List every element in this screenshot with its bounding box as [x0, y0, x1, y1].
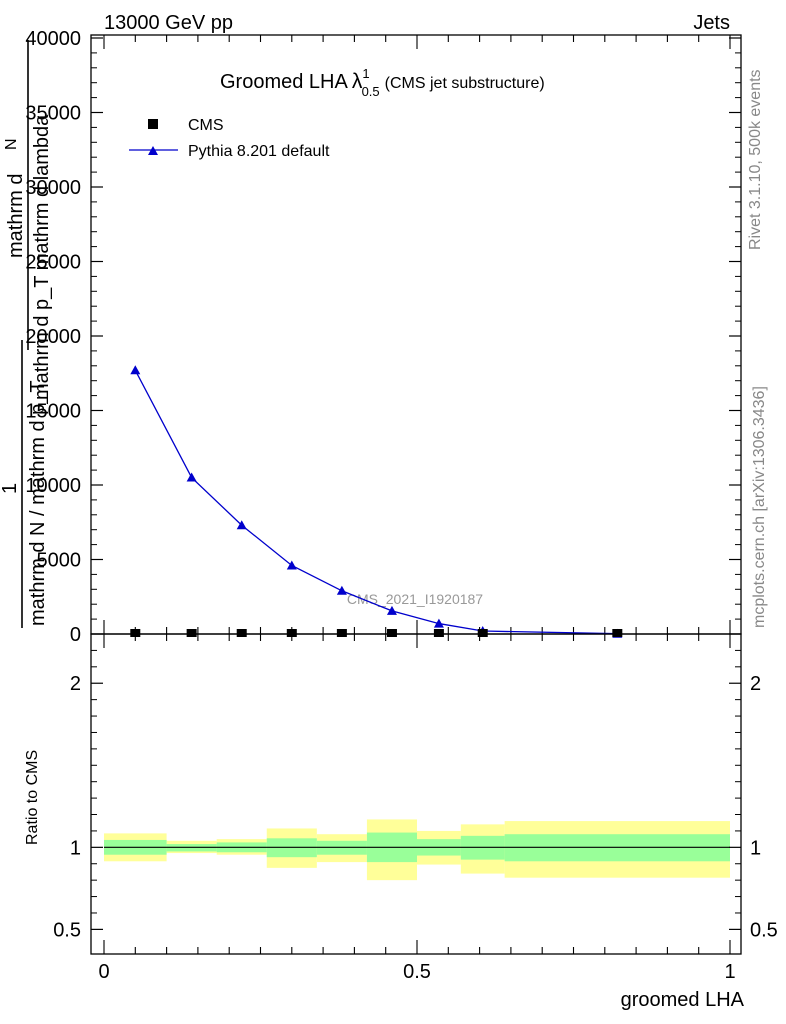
legend-cms-marker: [148, 119, 158, 129]
pythia-point: [386, 605, 397, 615]
ratio-y-tick-label: 2: [70, 673, 81, 695]
header-left: 13000 GeV pp: [104, 12, 233, 34]
main-y-ticks: 0 5000 10000 15000 20000 25000 30000 35000 40000: [25, 28, 741, 646]
legend-cms-label: CMS: [188, 117, 224, 134]
main-y-tick-label: 25000: [25, 252, 81, 274]
ratio-y-tick-label: 1: [70, 837, 81, 859]
x-axis-label: groomed LHA: [621, 989, 745, 1011]
ratio-frame: [90, 633, 742, 955]
pythia-point: [336, 585, 347, 595]
ratio-y-ticks: 0.5 0.5 1 1 2 2: [53, 649, 778, 941]
cms-point: [477, 629, 488, 637]
legend-pythia-marker: [148, 146, 158, 155]
ylabel-prefactor-numerator: 1: [0, 483, 21, 494]
cms-point: [386, 629, 397, 637]
cms-point: [236, 629, 247, 637]
legend-pythia-label: Pythia 8.201 default: [188, 143, 330, 160]
ylabel-numerator-a: mathrm d: [5, 174, 27, 258]
cms-point: [186, 629, 197, 637]
ratio-bands: [104, 819, 730, 881]
main-y-tick-label: 30000: [25, 177, 81, 199]
ratio-y-tick-label-right: 0.5: [750, 919, 778, 941]
ylabel-numerator-b: N: [3, 138, 20, 150]
chart-title-lambda: λ: [352, 70, 363, 93]
main-series: [130, 365, 623, 638]
chart-title: Groomed LHA λ1 0.5 (CMS jet substructure): [220, 66, 545, 99]
x-tick-label: 0.5: [403, 961, 431, 983]
cms-point: [612, 629, 623, 637]
rivet-label: Rivet 3.1.10, 500k events: [747, 69, 764, 250]
pythia-point: [236, 520, 247, 530]
ratio-y-axis-label: Ratio to CMS: [24, 750, 41, 845]
main-y-tick-label: 35000: [25, 103, 81, 125]
main-y-tick-label: 40000: [25, 28, 81, 50]
analysis-watermark: CMS_2021_I1920187: [347, 591, 483, 607]
chart-title-main: Groomed LHA: [220, 71, 348, 93]
header-right: Jets: [693, 12, 730, 34]
ylabel-prefactor-denominator: mathrm d N / mathrm d p_T: [27, 380, 49, 626]
ratio-x-ticks: 0 0.5 1: [98, 634, 736, 983]
main-y-tick-label: 20000: [25, 326, 81, 348]
cms-point: [130, 629, 141, 637]
main-y-axis-label: mathrm d N mathrm d p_T mathrm d lambda …: [0, 40, 53, 628]
cms-point: [286, 629, 297, 637]
pythia-point: [130, 365, 141, 375]
chart-title-sup: 1: [362, 66, 369, 81]
pythia-point: [186, 472, 197, 482]
main-y-tick-label: 10000: [25, 475, 81, 497]
chart-title-sub: 0.5: [362, 84, 380, 99]
ratio-y-tick-label: 0.5: [53, 919, 81, 941]
main-y-tick-label: 0: [70, 624, 81, 646]
pythia-point: [286, 560, 297, 570]
main-y-tick-label: 15000: [25, 401, 81, 423]
x-tick-label: 1: [724, 961, 735, 983]
legend: CMS Pythia 8.201 default: [129, 117, 330, 160]
chart-title-suffix: (CMS jet substructure): [385, 75, 545, 92]
cms-point: [433, 629, 444, 637]
main-y-tick-label: 5000: [37, 550, 82, 572]
ratio-panel: 0.5 0.51 12 2 0 0.5 1 Ratio to CMS groomed LH…: [24, 633, 778, 1011]
ylabel-denominator: mathrm d p_T mathrm d lambda: [31, 114, 53, 400]
x-tick-label: 0: [98, 961, 109, 983]
ratio-y-tick-label-right: 1: [750, 837, 761, 859]
main-panel: 0 5000 10000 15000 20000 25000 30000 35000 40000…: [25, 28, 742, 646]
pythia-point: [433, 618, 444, 628]
cms-point: [336, 629, 347, 637]
ratio-y-tick-label-right: 2: [750, 673, 761, 695]
mcplots-label: mcplots.cern.ch [arXiv:1306.3436]: [751, 386, 768, 628]
